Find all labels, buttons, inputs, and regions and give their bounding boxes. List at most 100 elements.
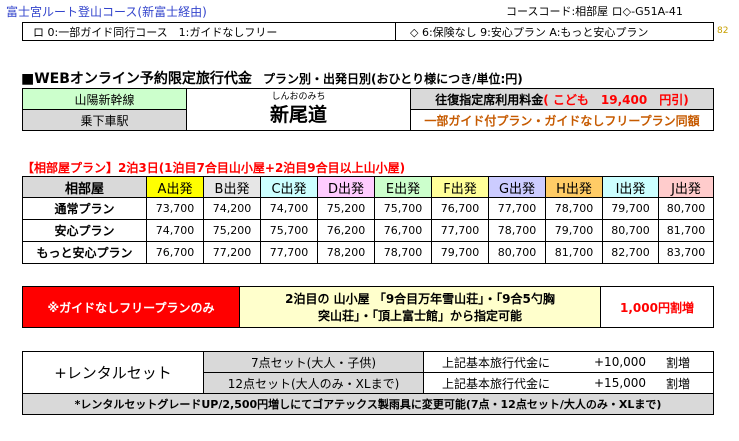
price-value: 79,700 [440, 246, 480, 259]
price-value: 78,700 [497, 224, 537, 237]
col-header-j: J出発 [658, 176, 714, 198]
price-cell: 73,700 [146, 197, 204, 220]
page-title: 富士宮ルート登山コース(新富士経由) [6, 5, 207, 19]
price-cell: 79,700 [602, 197, 659, 220]
plan-title: 【相部屋プラン】2泊3日(1泊目7合目山小屋+2泊目9合目以上山小屋) [22, 161, 406, 175]
line-label: 山陽新幹線 [22, 88, 187, 110]
rental-amount: +10,000 [594, 355, 647, 369]
fare-box: 往復指定席利用料金 ( こども 19,400 円引) [410, 88, 714, 110]
board-label: 乗下車駅 [22, 109, 187, 131]
price-cell: 78,200 [317, 241, 375, 264]
price-cell: 74,700 [260, 197, 318, 220]
col-header-f: F出発 [431, 176, 489, 198]
price-cell: 78,700 [488, 219, 546, 242]
price-cell: 76,700 [431, 197, 489, 220]
rental-base-label: 上記基本旅行代金に [442, 355, 551, 370]
station-name-box: しんおのみち 新尾道 [186, 88, 411, 131]
plan-note: 一部ガイド付プラン・ガイドなしフリープラン同額 [424, 113, 700, 128]
price-cell: 75,700 [260, 219, 318, 242]
price-cell: 74,700 [146, 219, 204, 242]
rental-note: *レンタルセットグレードUP/2,500円増しにてゴアテックス製雨具に変更可能(… [22, 393, 714, 415]
station-furigana: しんおのみち [271, 92, 326, 102]
col-header-label: C出発 [271, 181, 307, 197]
price-value: 81,700 [554, 246, 594, 259]
course-options-left: ロ 0:一部ガイド同行コース 1:ガイドなしフリー [22, 22, 396, 41]
price-value: 75,700 [269, 224, 309, 237]
price-value: 73,700 [155, 202, 195, 215]
price-value: 80,700 [497, 246, 537, 259]
price-value: 75,700 [383, 202, 423, 215]
price-cell: 80,700 [488, 241, 546, 264]
free-plan-description-line2: 突山荘」・「頂上富士館」から指定可能 [317, 309, 522, 323]
price-value: 77,700 [440, 224, 480, 237]
row-label-extra-safe: もっと安心プラン [22, 241, 147, 264]
price-cell: 76,700 [374, 219, 432, 242]
free-plan-description-line1: 2泊目の 山小屋 「9合目万年雪山荘」・「9合5勺胸 [285, 292, 555, 306]
course-options-right: ◇ 6:保険なし 9:安心プラン A:もっと安心プラン [395, 22, 714, 41]
row-label-safe: 安心プラン [22, 219, 147, 242]
price-value: 75,200 [212, 224, 252, 237]
row-label: 安心プラン [54, 224, 115, 238]
rental-set-7: 7点セット(大人・子供) [203, 351, 424, 373]
fare-child: ( こども 19,400 円引) [543, 92, 689, 107]
col-header-label: J出発 [671, 181, 701, 197]
price-value: 76,700 [155, 246, 195, 259]
price-cell: 79,700 [431, 241, 489, 264]
price-value: 76,700 [383, 224, 423, 237]
price-value: 78,700 [554, 202, 594, 215]
price-value: 74,700 [269, 202, 309, 215]
col-header-h: H出発 [545, 176, 603, 198]
rental-base-label: 上記基本旅行代金に [442, 376, 551, 391]
section-heading-main: ■WEBオンライン予約限定旅行代金 [21, 71, 252, 87]
col-header-b: B出発 [203, 176, 261, 198]
price-cell: 81,700 [658, 219, 714, 242]
price-cell: 77,200 [203, 241, 261, 264]
course-options-right-text: ◇ 6:保険なし 9:安心プラン A:もっと安心プラン [410, 25, 649, 39]
free-plan-surcharge: 1,000円割増 [600, 286, 714, 328]
col-header-label: H出発 [556, 181, 592, 197]
col-header-label: A出発 [157, 181, 193, 197]
price-cell: 79,700 [545, 219, 603, 242]
rental-price-12: 上記基本旅行代金に +15,000 割増 [423, 372, 714, 394]
price-cell: 74,200 [203, 197, 261, 220]
rental-amount: +15,000 [594, 376, 647, 390]
col-header-label: B出発 [214, 181, 250, 197]
price-cell: 78,700 [545, 197, 603, 220]
price-cell: 77,700 [260, 241, 318, 264]
price-value: 81,700 [666, 224, 706, 237]
price-value: 78,200 [326, 246, 366, 259]
row-label: 通常プラン [54, 202, 115, 216]
price-value: 79,700 [554, 224, 594, 237]
board-label-text: 乗下車駅 [80, 113, 129, 128]
row-label-regular: 通常プラン [22, 197, 147, 220]
price-cell: 81,700 [545, 241, 603, 264]
price-value: 82,700 [611, 246, 650, 259]
page-number: 82 [717, 26, 729, 36]
rental-set-7-text: 7点セット(大人・子供) [251, 355, 376, 370]
price-value: 78,700 [383, 246, 423, 259]
price-value: 83,700 [666, 246, 706, 259]
rental-note-text: *レンタルセットグレードUP/2,500円増しにてゴアテックス製雨具に変更可能(… [74, 398, 662, 411]
col-header-g: G出発 [488, 176, 546, 198]
price-value: 76,700 [440, 202, 480, 215]
rental-title: +レンタルセット [22, 351, 204, 394]
price-value: 77,700 [269, 246, 309, 259]
col-header-label: G出発 [498, 181, 536, 197]
price-value: 74,700 [155, 224, 195, 237]
free-plan-label: ※ガイドなしフリープランのみ [22, 286, 240, 328]
price-value: 79,700 [611, 202, 650, 215]
price-value: 77,700 [497, 202, 537, 215]
price-cell: 77,700 [488, 197, 546, 220]
price-table-corner-label: 相部屋 [64, 181, 104, 197]
col-header-label: E出発 [385, 181, 421, 197]
rental-title-text: +レンタルセット [54, 364, 172, 382]
free-plan-surcharge-text: 1,000円割増 [620, 300, 694, 315]
course-code: コースコード:相部屋 ロ◇-G51A-41 [506, 5, 683, 18]
price-cell: 75,700 [374, 197, 432, 220]
price-cell: 75,200 [317, 197, 375, 220]
price-cell: 80,700 [658, 197, 714, 220]
price-cell: 82,700 [602, 241, 659, 264]
price-cell: 76,700 [146, 241, 204, 264]
rental-suffix: 割増 [666, 376, 691, 391]
col-header-a: A出発 [146, 176, 204, 198]
